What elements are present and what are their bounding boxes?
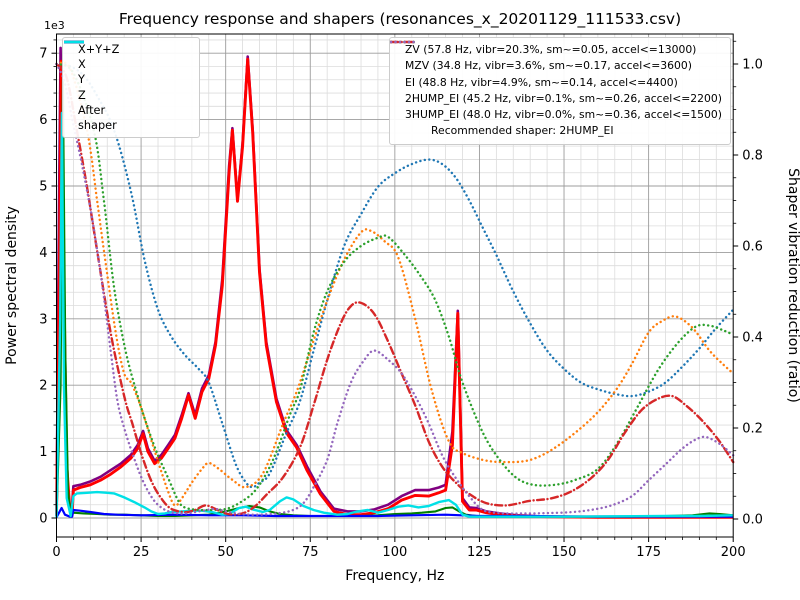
legend-item: Y [64,40,191,87]
y-left-tick-label: 6 [39,113,47,128]
legend-footer-label: Recommended shaper: 2HUMP_EI [431,124,614,138]
y-right-axis-label: Shaper vibration reduction (ratio) [785,168,800,403]
x-tick-label: 200 [721,545,746,560]
series-EI [55,62,735,512]
y-left-tick-label: 3 [39,312,47,327]
y-right-tick-label: 0.2 [742,422,763,437]
legend-item: EI (48.8 Hz, vibr=4.9%, sm~=0.14, accel<… [390,40,722,91]
x-tick-label: 0 [52,545,60,560]
legend-label: X [78,58,86,72]
legend-label: EI (48.8 Hz, vibr=4.9%, sm~=0.14, accel<… [405,75,678,89]
legend-label: 2HUMP_EI (45.2 Hz, vibr=0.1%, sm~=0.26, … [405,91,722,105]
chart-title: Frequency response and shapers (resonanc… [118,10,682,28]
y-left-tick-label: 2 [39,379,47,394]
legend-item: 2HUMP_EI (45.2 Hz, vibr=0.1%, sm~=0.26, … [390,40,722,107]
legend-label: 3HUMP_EI (48.0 Hz, vibr=0.0%, sm~=0.36, … [405,108,722,122]
y-left-tick-label: 5 [39,180,47,195]
series-3HUMP-EI [55,62,735,516]
y-right-tick-label: 0.8 [742,149,763,164]
legend-item: X [64,40,191,72]
y-left-tick-label: 4 [39,246,47,261]
y-right-tick-label: 1.0 [742,58,763,73]
legend-label: MZV (34.8 Hz, vibr=3.6%, sm~=0.17, accel… [405,59,692,73]
legend-item: ZV (57.8 Hz, vibr=20.3%, sm~=0.05, accel… [390,40,722,58]
legend-shapers: ZV (57.8 Hz, vibr=20.3%, sm~=0.05, accel… [389,37,731,145]
x-tick-label: 150 [552,545,577,560]
y-left-tick-label: 1 [39,445,47,460]
x-tick-label: 175 [636,545,661,560]
legend-label: Y [78,73,85,87]
legend-label: After shaper [78,103,117,133]
legend-footer: Recommended shaper: 2HUMP_EI [398,123,722,139]
y-left-axis-label: Power spectral density [4,206,20,365]
legend-psd: X+Y+Z X Y Z After shaper [62,37,200,139]
series-2HUMP-EI [55,62,735,516]
series-MZV [55,61,735,507]
y-right-tick-label: 0.6 [742,240,763,255]
x-tick-label: 25 [133,545,150,560]
x-tick-label: 100 [382,545,407,560]
legend-sample-line [64,40,84,44]
legend-sample-line [390,40,417,44]
series-After-shaper [55,111,734,518]
x-tick-label: 125 [467,545,492,560]
series-ZV [55,62,735,489]
legend-item: Z [64,40,191,103]
y-left-tick-label: 0 [39,512,47,527]
legend-label: ZV (57.8 Hz, vibr=20.3%, sm~=0.05, accel… [405,43,697,56]
legend-item: MZV (34.8 Hz, vibr=3.6%, sm~=0.17, accel… [390,40,722,74]
y-right-tick-label: 0.4 [742,331,763,346]
x-axis-label: Frequency, Hz [345,568,444,584]
legend-label: Z [78,88,86,102]
y-axis-offset-multiplier: 1e3 [44,19,65,32]
x-tick-label: 75 [302,545,319,560]
y-left-tick-label: 7 [39,47,47,62]
legend-item: 3HUMP_EI (48.0 Hz, vibr=0.0%, sm~=0.36, … [390,40,722,123]
legend-item: X+Y+Z [64,40,191,57]
y-right-tick-label: 0.0 [742,513,763,528]
x-tick-label: 50 [217,545,234,560]
legend-label: X+Y+Z [78,43,120,56]
legend-item: After shaper [64,40,191,133]
